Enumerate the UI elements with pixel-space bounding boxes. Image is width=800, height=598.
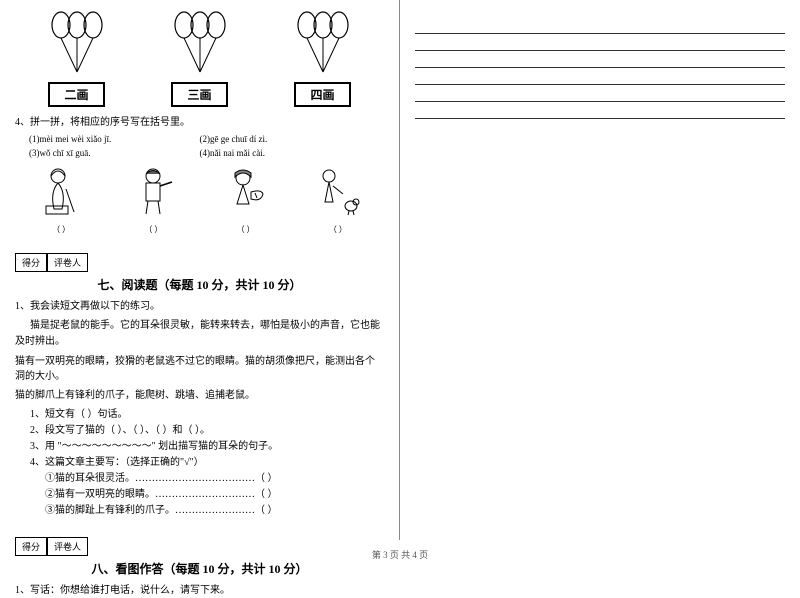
pinyin-4: (4)nǎi nai mǎi cài.: [200, 148, 385, 158]
write-line: [415, 88, 785, 102]
balloons-row: 二画 三画: [15, 10, 384, 107]
fig-caption-4: （ ）: [313, 224, 363, 235]
balloon-label-2: 三画: [171, 82, 227, 107]
pinyin-2: (2)gē ge chuī dí zi.: [200, 134, 385, 144]
section7-title: 七、阅读题（每题 10 分，共计 10 分）: [15, 276, 384, 293]
balloons-icon: [170, 10, 230, 80]
balloons-icon: [293, 10, 353, 80]
reading-q3: 3、用 "～～～～～～～～～" 划出描写猫的耳朵的句子。: [30, 439, 384, 455]
fig-caption-2: （ ）: [128, 224, 178, 235]
reading-s2: ②猫有一双明亮的眼睛。…………………………（ ）: [45, 487, 384, 503]
write-line: [415, 54, 785, 68]
balloon-label-1: 二画: [48, 82, 104, 107]
write-line: [415, 105, 785, 119]
balloon-group-2: 三画: [170, 10, 230, 107]
write-line: [415, 37, 785, 51]
write-line: [415, 20, 785, 34]
balloons-icon: [47, 10, 107, 80]
page-footer: 第 3 页 共 4 页: [0, 548, 800, 561]
reading-q2: 2、段文写了猫的（ ）、（ ）、（ ）和（ ）。: [30, 423, 384, 439]
reading-p3: 猫的脚爪上有锋利的爪子，能爬树、跳墙、追捕老鼠。: [15, 388, 384, 403]
balloon-label-3: 四画: [294, 82, 350, 107]
reading-q4: 4、这篇文章主要写：（选择正确的"√"）: [30, 455, 384, 471]
write-line: [415, 71, 785, 85]
balloon-group-1: 二画: [47, 10, 107, 107]
figure-grandma-icon: [36, 164, 86, 219]
figure-feed-chicken-icon: [313, 164, 363, 219]
reading-p2: 猫有一双明亮的眼睛，狡猾的老鼠逃不过它的眼睛。猫的胡须像把尺，能测出各个洞的大小…: [15, 354, 384, 384]
pinyin-3: (3)wǒ chī xī guā.: [15, 148, 200, 158]
writing-lines: [415, 20, 785, 119]
figure-watermelon-icon: [221, 164, 271, 219]
reading-p1: 猫是捉老鼠的能手。它的耳朵很灵敏，能转来转去，哪怕是极小的声音，它也能及时辨出。: [15, 318, 384, 350]
pinyin-1: (1)mèi mei wèi xiǎo jī.: [15, 134, 200, 144]
section8-q1: 1、写话：你想给谁打电话，说什么，请写下来。: [15, 583, 384, 598]
score-label: 得分: [15, 253, 47, 272]
figure-boy-flute-icon: [128, 164, 178, 219]
fig-caption-3: （ ）: [221, 224, 271, 235]
q4-intro: 4、拼一拼，将相应的序号写在括号里。: [15, 115, 384, 130]
fig-caption-1: （ ）: [36, 224, 86, 235]
section8-title: 八、看图作答（每题 10 分，共计 10 分）: [15, 560, 384, 577]
reading-s3: ③猫的脚趾上有锋利的爪子。……………………（ ）: [45, 503, 384, 519]
grader-label: 评卷人: [47, 253, 88, 272]
balloon-group-3: 四画: [293, 10, 353, 107]
score-box-7: 得分 评卷人: [15, 253, 384, 272]
figures-row: （ ） （ ）: [15, 164, 384, 235]
reading-q1: 1、短文有（ ）句话。: [30, 407, 384, 423]
section7-intro: 1、我会读短文再做以下的练习。: [15, 299, 384, 314]
reading-s1: ①猫的耳朵很灵活。………………………………（ ）: [45, 471, 384, 487]
